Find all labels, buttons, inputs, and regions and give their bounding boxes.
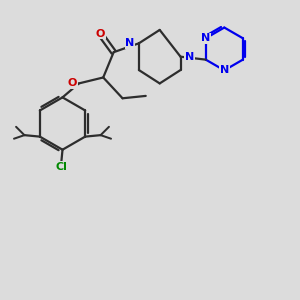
Text: N: N bbox=[185, 52, 194, 62]
Text: O: O bbox=[96, 29, 105, 39]
Text: Cl: Cl bbox=[55, 162, 67, 172]
Text: N: N bbox=[201, 33, 210, 43]
Text: N: N bbox=[125, 38, 134, 48]
Text: N: N bbox=[220, 65, 229, 75]
Text: O: O bbox=[68, 78, 77, 88]
